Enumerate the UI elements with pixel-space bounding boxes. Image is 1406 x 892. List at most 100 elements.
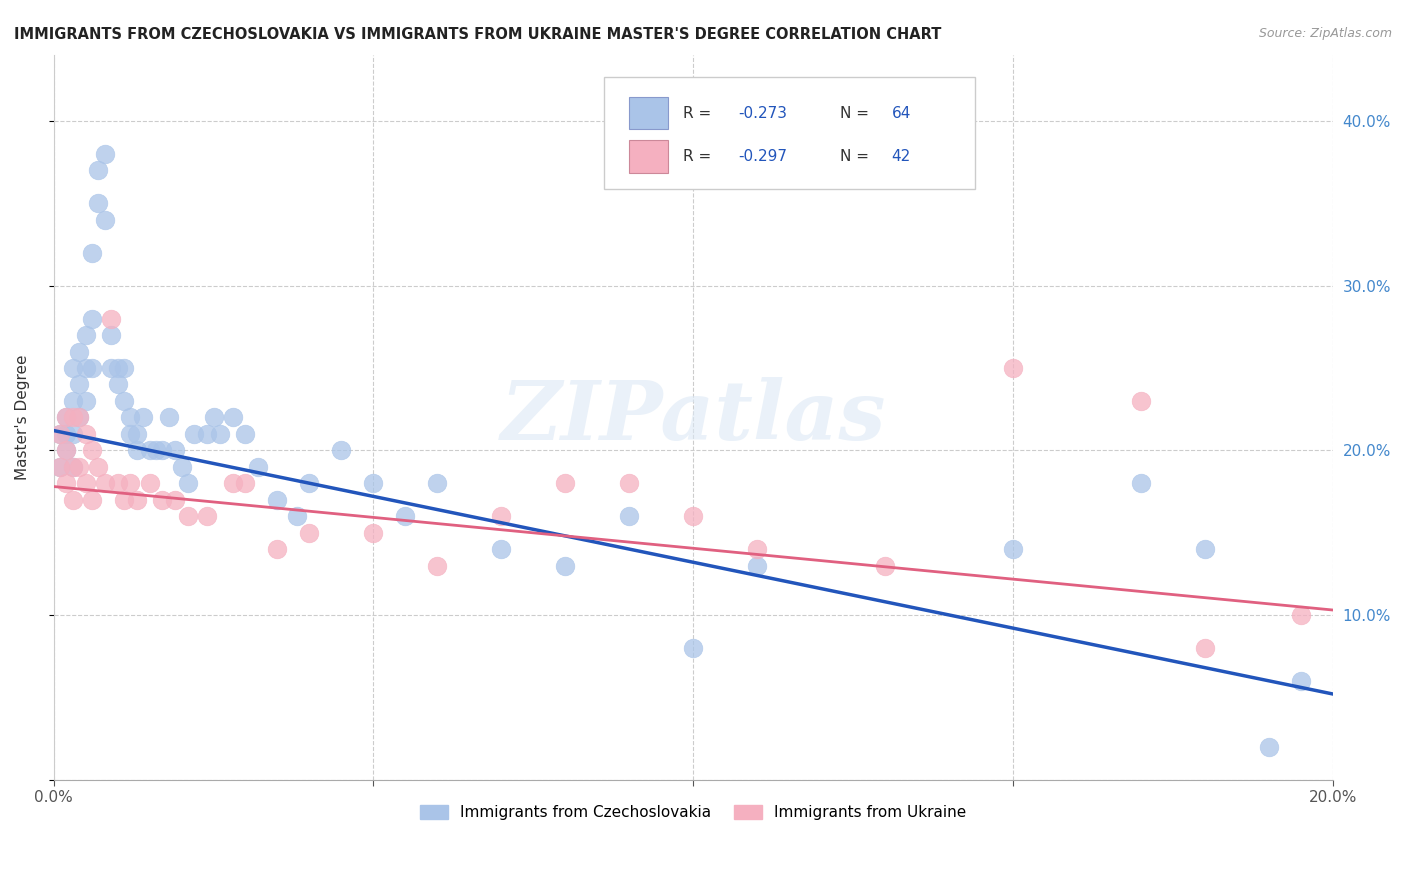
Point — [49, 426, 72, 441]
Point — [177, 509, 200, 524]
Text: ZIPatlas: ZIPatlas — [501, 377, 886, 458]
Text: 64: 64 — [891, 105, 911, 120]
Point — [195, 509, 218, 524]
Point — [554, 476, 576, 491]
Point — [266, 542, 288, 557]
Point — [1257, 739, 1279, 754]
Point — [491, 509, 513, 524]
Point — [55, 426, 77, 441]
Point — [120, 410, 142, 425]
Point — [1129, 476, 1152, 491]
Point — [682, 640, 704, 655]
Point — [619, 509, 641, 524]
Point — [100, 361, 122, 376]
Point — [62, 426, 84, 441]
Text: -0.273: -0.273 — [738, 105, 787, 120]
Point — [138, 443, 160, 458]
Point — [75, 328, 97, 343]
Point — [266, 492, 288, 507]
Point — [55, 443, 77, 458]
Point — [87, 459, 110, 474]
Point — [75, 361, 97, 376]
Point — [619, 476, 641, 491]
Point — [165, 443, 187, 458]
Point — [120, 476, 142, 491]
Point — [62, 361, 84, 376]
Point — [49, 426, 72, 441]
Text: R =: R = — [683, 149, 716, 164]
Y-axis label: Master's Degree: Master's Degree — [15, 355, 30, 480]
Point — [67, 410, 90, 425]
Point — [554, 558, 576, 573]
Point — [62, 492, 84, 507]
Text: Source: ZipAtlas.com: Source: ZipAtlas.com — [1258, 27, 1392, 40]
Point — [170, 459, 193, 474]
FancyBboxPatch shape — [603, 77, 974, 189]
Text: N =: N = — [841, 149, 875, 164]
Point — [62, 459, 84, 474]
Text: -0.297: -0.297 — [738, 149, 787, 164]
Point — [112, 361, 135, 376]
Point — [363, 525, 385, 540]
Point — [426, 558, 449, 573]
Bar — [630, 97, 668, 129]
Point — [112, 492, 135, 507]
Point — [125, 443, 148, 458]
Point — [363, 476, 385, 491]
Bar — [630, 140, 668, 173]
Point — [55, 410, 77, 425]
Point — [62, 393, 84, 408]
Point — [208, 426, 231, 441]
Point — [75, 476, 97, 491]
Point — [80, 443, 103, 458]
Point — [747, 542, 769, 557]
Point — [165, 492, 187, 507]
Point — [87, 163, 110, 178]
Point — [67, 377, 90, 392]
Text: IMMIGRANTS FROM CZECHOSLOVAKIA VS IMMIGRANTS FROM UKRAINE MASTER'S DEGREE CORREL: IMMIGRANTS FROM CZECHOSLOVAKIA VS IMMIGR… — [14, 27, 942, 42]
Point — [100, 328, 122, 343]
Point — [1194, 640, 1216, 655]
Text: N =: N = — [841, 105, 875, 120]
Point — [150, 443, 173, 458]
Point — [107, 361, 129, 376]
Point — [80, 245, 103, 260]
Text: R =: R = — [683, 105, 716, 120]
Point — [873, 558, 896, 573]
Point — [157, 410, 180, 425]
Point — [747, 558, 769, 573]
Point — [183, 426, 205, 441]
Point — [235, 426, 257, 441]
Point — [145, 443, 167, 458]
Point — [202, 410, 225, 425]
Point — [55, 476, 77, 491]
Point — [150, 492, 173, 507]
Point — [177, 476, 200, 491]
Point — [195, 426, 218, 441]
Point — [394, 509, 416, 524]
Point — [426, 476, 449, 491]
Point — [235, 476, 257, 491]
Point — [107, 476, 129, 491]
Legend: Immigrants from Czechoslovakia, Immigrants from Ukraine: Immigrants from Czechoslovakia, Immigran… — [415, 799, 972, 826]
Point — [222, 476, 245, 491]
Point — [120, 426, 142, 441]
Point — [80, 311, 103, 326]
Point — [285, 509, 308, 524]
Point — [80, 361, 103, 376]
Point — [49, 459, 72, 474]
Point — [132, 410, 155, 425]
Point — [67, 459, 90, 474]
Text: 42: 42 — [891, 149, 911, 164]
Point — [55, 410, 77, 425]
Point — [62, 459, 84, 474]
Point — [298, 476, 321, 491]
Point — [491, 542, 513, 557]
Point — [138, 476, 160, 491]
Point — [222, 410, 245, 425]
Point — [1001, 542, 1024, 557]
Point — [330, 443, 353, 458]
Point — [75, 393, 97, 408]
Point — [1289, 673, 1312, 688]
Point — [298, 525, 321, 540]
